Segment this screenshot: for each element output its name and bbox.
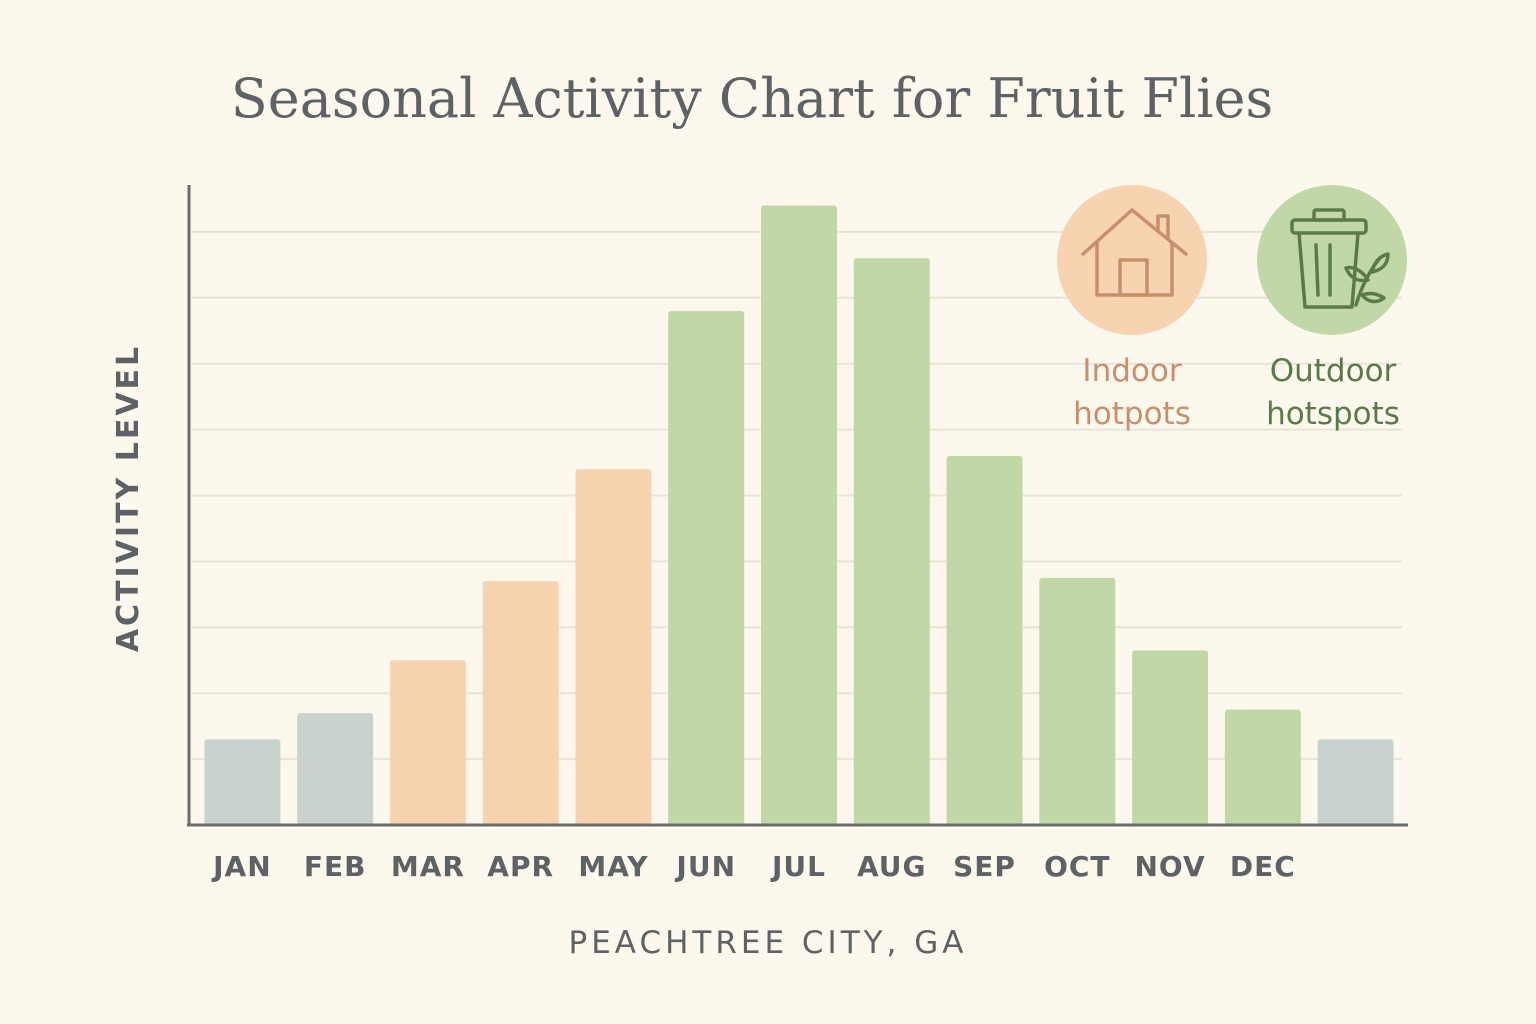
x-tick-label: OCT bbox=[1044, 850, 1110, 883]
bar-jun bbox=[668, 310, 745, 826]
bar-jul bbox=[761, 205, 837, 826]
x-tick-label: SEP bbox=[953, 850, 1016, 883]
legend-item-indoor: Indoor hotpots bbox=[1057, 185, 1207, 432]
bars bbox=[204, 205, 1394, 826]
x-tick-label: MAY bbox=[578, 850, 648, 883]
bar-extra bbox=[1317, 739, 1394, 825]
x-tick-label: JUL bbox=[770, 850, 826, 883]
bar-jan bbox=[204, 739, 281, 825]
bar-aug bbox=[853, 258, 930, 825]
x-axis-label: PEACHTREE CITY, GA bbox=[569, 925, 968, 961]
x-tick-label: JAN bbox=[211, 850, 272, 883]
legend-outdoor-label-line2: hotspots bbox=[1266, 396, 1400, 432]
x-tick-label: DEC bbox=[1230, 850, 1296, 883]
bar-sep bbox=[946, 455, 1023, 825]
bar-dec bbox=[1224, 709, 1301, 825]
legend-indoor-label-line1: Indoor bbox=[1082, 353, 1181, 389]
trash-can-with-plant-icon bbox=[1290, 208, 1390, 309]
chart-title: Seasonal Activity Chart for Fruit Flies bbox=[231, 67, 1273, 130]
x-tick-label: MAR bbox=[391, 850, 465, 883]
x-tick-label: AUG bbox=[857, 850, 927, 883]
bar-oct bbox=[1039, 577, 1116, 825]
bar-mar bbox=[389, 660, 466, 825]
x-tick-label: JUN bbox=[674, 850, 736, 883]
house-icon bbox=[1081, 208, 1188, 297]
bar-nov bbox=[1132, 650, 1209, 825]
legend-indoor-label-line2: hotpots bbox=[1073, 396, 1191, 432]
x-tick-label: APR bbox=[487, 850, 554, 883]
y-axis-label: ACTIVITY LEVEL bbox=[111, 344, 146, 652]
legend-outdoor-circle bbox=[1257, 185, 1407, 335]
x-tick-labels: JAN FEB MAR APR MAY JUN JUL AUG SEP OCT NOV DEC bbox=[211, 850, 1296, 883]
x-tick-label: NOV bbox=[1134, 850, 1205, 883]
legend-outdoor-label-line1: Outdoor bbox=[1270, 353, 1397, 389]
x-tick-label: FEB bbox=[304, 850, 367, 883]
legend-item-outdoor: Outdoor hotspots bbox=[1257, 185, 1407, 432]
bar-apr bbox=[482, 581, 559, 825]
bar-may bbox=[575, 469, 652, 825]
bar-feb bbox=[297, 712, 374, 825]
